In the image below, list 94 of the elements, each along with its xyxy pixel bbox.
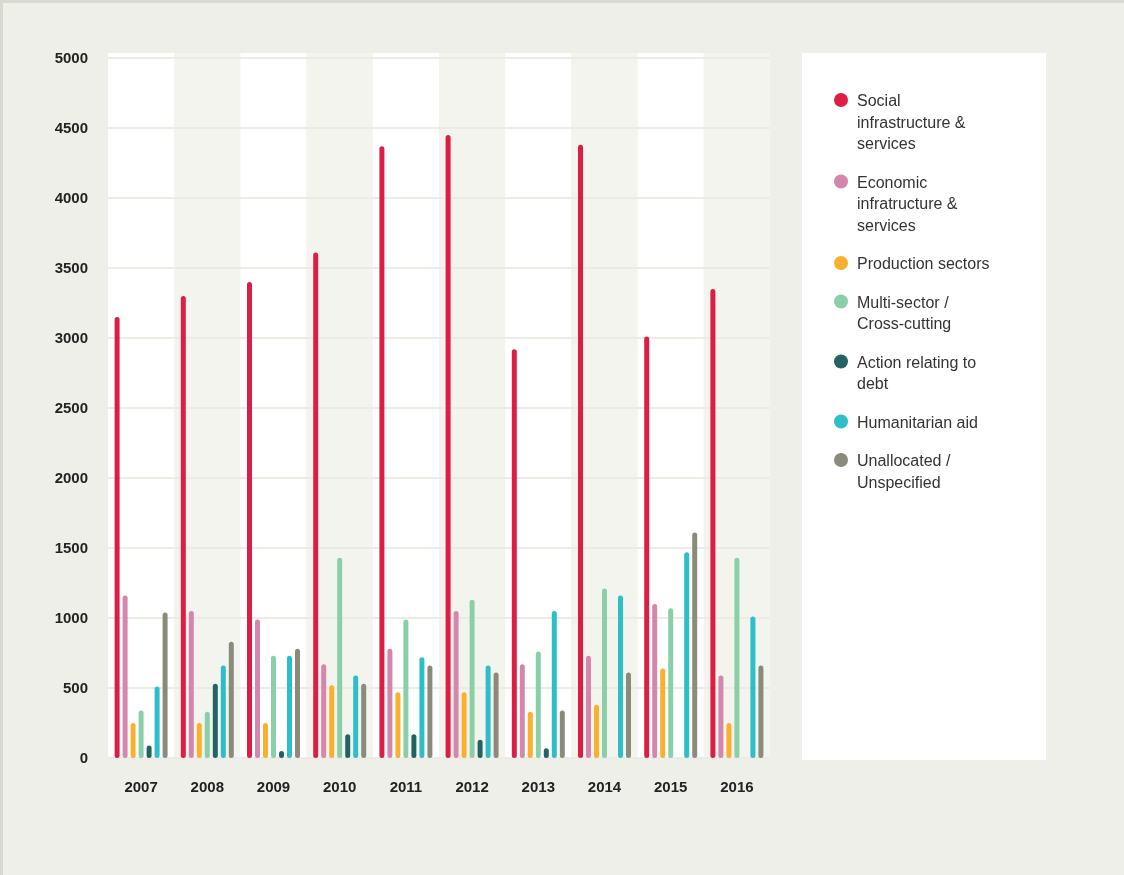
x-tick-label: 2008 — [190, 778, 224, 795]
bar — [353, 675, 359, 758]
bar — [758, 665, 764, 758]
legend-label: Action relating to debt — [857, 353, 977, 392]
bar — [594, 704, 599, 758]
bar — [122, 595, 128, 758]
bar — [395, 692, 401, 758]
bar — [485, 665, 491, 758]
bar — [247, 282, 252, 758]
bar — [419, 657, 425, 758]
y-tick-label: 1000 — [54, 609, 88, 627]
bar — [379, 146, 385, 758]
bar — [411, 734, 417, 758]
legend-label: Multi-sector / Cross-cutting — [857, 293, 952, 332]
legend-label: Humanitarian aid — [857, 413, 978, 431]
bar — [626, 672, 631, 758]
bar — [453, 611, 459, 758]
bar — [652, 604, 658, 758]
bar — [313, 252, 319, 758]
bar — [130, 723, 136, 758]
bar — [469, 599, 475, 758]
x-tick-label: 2009 — [256, 778, 291, 795]
bar — [337, 557, 343, 758]
y-tick-label: 500 — [62, 679, 88, 697]
y-tick-label: 0 — [79, 749, 88, 767]
bar — [644, 336, 650, 758]
bar — [114, 317, 120, 758]
bar — [559, 710, 565, 758]
bar — [586, 655, 591, 758]
bar — [263, 723, 268, 758]
bar — [387, 648, 393, 758]
bar — [228, 641, 234, 758]
bar — [726, 723, 732, 758]
y-tick-label: 2500 — [54, 399, 88, 417]
y-tick-label: 3500 — [54, 259, 88, 277]
bar — [734, 557, 740, 758]
bar — [196, 723, 202, 758]
bar — [427, 665, 433, 758]
bar — [146, 745, 152, 758]
bar — [684, 552, 690, 758]
bar — [535, 651, 541, 758]
x-tick-label: 2014 — [587, 778, 622, 795]
bar — [445, 135, 451, 758]
bar — [220, 665, 226, 758]
bar — [204, 711, 210, 758]
bar — [345, 734, 351, 758]
bar — [321, 664, 327, 758]
bar — [602, 588, 607, 758]
x-tick-label: 2007 — [124, 778, 158, 795]
y-tick-label: 5000 — [54, 49, 88, 67]
bar — [527, 711, 533, 758]
legend-label: Production sectors — [857, 255, 990, 272]
x-tick-label: 2015 — [654, 778, 688, 795]
legend-label: Unallocated / Unspecified — [857, 452, 951, 491]
bar — [551, 611, 557, 758]
x-tick-label: 2012 — [455, 778, 489, 795]
bar — [180, 296, 186, 758]
bar — [188, 611, 194, 758]
bar — [578, 144, 583, 758]
bar — [162, 612, 168, 758]
bar — [660, 668, 666, 758]
bar — [295, 648, 300, 758]
bar — [710, 289, 716, 758]
y-tick-label: 4000 — [54, 189, 88, 207]
bar — [403, 619, 409, 758]
y-tick-label: 1500 — [54, 539, 88, 557]
bar — [543, 748, 549, 758]
bar — [668, 608, 674, 758]
bar — [519, 664, 525, 758]
bar — [718, 675, 724, 758]
bar — [287, 655, 292, 758]
bar — [361, 683, 367, 758]
bar — [461, 692, 467, 758]
bar — [618, 595, 623, 758]
x-tick-label: 2011 — [389, 778, 423, 795]
bar — [511, 349, 517, 758]
bar — [154, 686, 160, 758]
y-tick-label: 4500 — [54, 119, 88, 137]
legend-label: Economic infratructure & services — [857, 173, 958, 234]
legend-label: Social infrastructure & services — [857, 92, 966, 152]
bar — [212, 683, 218, 758]
bar — [477, 739, 483, 758]
bar — [750, 616, 756, 758]
bar — [271, 655, 276, 758]
bar — [692, 532, 698, 758]
bar — [329, 685, 335, 758]
x-tick-label: 2013 — [521, 778, 555, 795]
x-tick-label: 2010 — [323, 778, 357, 795]
bar — [493, 672, 499, 758]
x-tick-label: 2016 — [720, 778, 754, 795]
bar — [138, 710, 144, 758]
bar — [255, 619, 260, 758]
y-tick-label: 2000 — [54, 469, 88, 487]
y-tick-label: 3000 — [54, 329, 88, 347]
